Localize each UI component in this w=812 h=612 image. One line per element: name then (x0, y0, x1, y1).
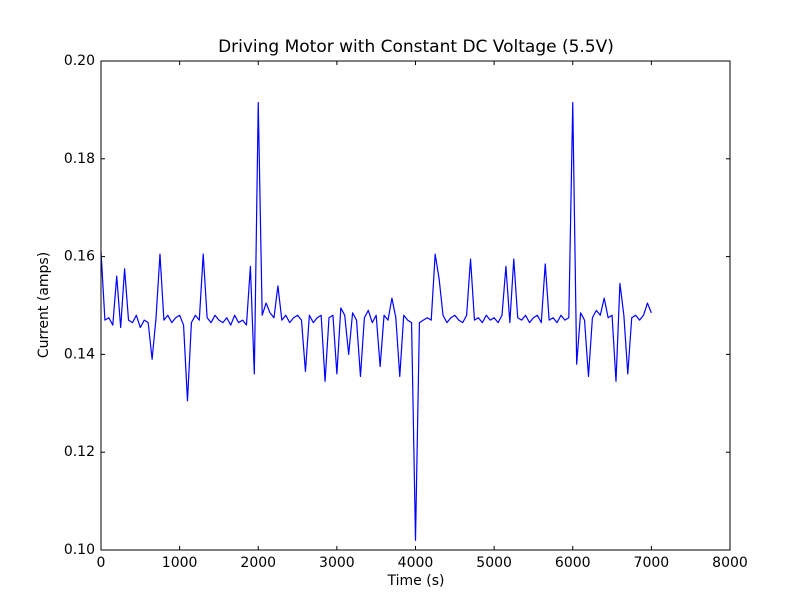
x-tick-label: 1000 (162, 555, 198, 571)
x-tick-label: 3000 (319, 555, 355, 571)
x-tick-label: 6000 (555, 555, 591, 571)
x-tick-label: 2000 (240, 555, 276, 571)
x-axis-label: Time (s) (387, 573, 445, 589)
y-tick-label: 0.16 (64, 249, 95, 265)
x-tick-label: 0 (97, 555, 106, 571)
x-tick-label: 5000 (476, 555, 512, 571)
y-tick-label: 0.14 (64, 346, 95, 362)
data-line (100, 101, 652, 541)
y-tick-label: 0.12 (64, 444, 95, 460)
chart-title: Driving Motor with Constant DC Voltage (… (218, 37, 614, 57)
x-tick-label: 7000 (634, 555, 670, 571)
y-axis-label: Current (amps) (36, 252, 52, 358)
y-tick-label: 0.20 (64, 53, 95, 69)
x-tick-label: 4000 (398, 555, 434, 571)
y-tick-label: 0.10 (64, 542, 95, 558)
x-tick-label: 8000 (712, 555, 748, 571)
y-tick-label: 0.18 (64, 151, 95, 167)
